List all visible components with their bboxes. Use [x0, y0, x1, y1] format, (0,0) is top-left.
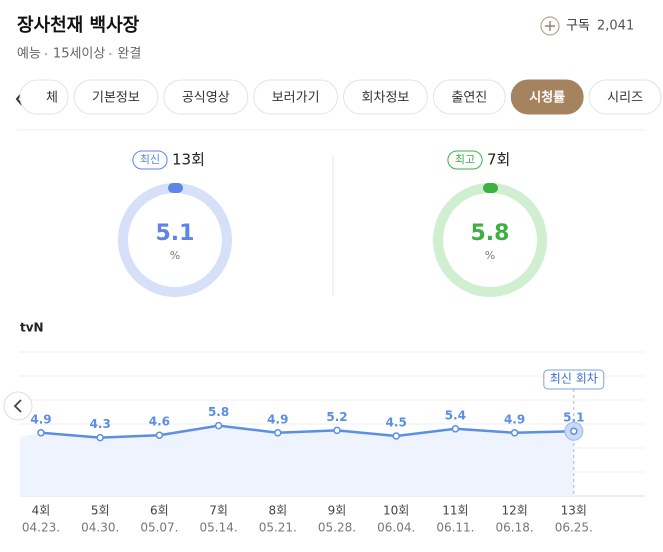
x-tick-label: 5회 — [91, 504, 110, 518]
annotation-box — [543, 369, 605, 390]
stat-unit: % — [485, 249, 495, 262]
point — [37, 429, 45, 437]
x-date-label: 04.30. — [81, 521, 119, 535]
show-title: 장사천재 백사장 — [17, 15, 140, 36]
chart-prev[interactable] — [3, 391, 33, 421]
tab-label[interactable]: 회차정보 — [362, 91, 410, 106]
value-label: 4.9 — [30, 412, 51, 426]
x-date-label: 05.14. — [200, 521, 238, 535]
meta-item: 완결 — [117, 47, 141, 62]
stat-episode: 13회 — [172, 151, 205, 169]
meta-dot — [109, 52, 112, 56]
x-date-label: 04.23. — [22, 521, 60, 535]
tab-label[interactable]: 시청률 — [529, 90, 565, 106]
value-label: 5.8 — [208, 405, 229, 419]
tab[interactable] — [73, 79, 159, 115]
x-tick-label: 6회 — [150, 504, 169, 518]
tab[interactable] — [432, 79, 506, 115]
point — [155, 431, 164, 439]
tab-label[interactable]: 기본정보 — [92, 91, 140, 106]
stat-badge-box — [132, 150, 168, 170]
point — [274, 429, 282, 437]
tab[interactable] — [253, 79, 339, 115]
stat-badge: 최고 — [455, 153, 475, 166]
x-date-label: 06.04. — [377, 521, 415, 535]
x-date-label: 06.25. — [555, 521, 593, 535]
meta-dot — [44, 52, 48, 56]
meta-item: 15세이상 — [53, 47, 105, 62]
x-date-label: 05.21. — [259, 521, 297, 535]
x-tick-label: 12회 — [501, 504, 527, 518]
point — [214, 421, 223, 430]
tab-label[interactable]: 보러가기 — [272, 91, 320, 106]
subscribe-count: 2,041 — [597, 19, 634, 34]
tab-active[interactable] — [510, 79, 584, 115]
x-tick-label: 8회 — [268, 504, 287, 518]
tab[interactable] — [163, 79, 249, 115]
x-tick-label: 7회 — [209, 504, 228, 518]
stat-badge-box — [447, 150, 483, 170]
tab[interactable] — [19, 79, 69, 115]
stat-episode: 7회 — [487, 151, 510, 169]
tab-label[interactable]: 체 — [46, 91, 58, 106]
point — [570, 427, 578, 435]
x-tick-label: 9회 — [328, 504, 347, 518]
chart-title: tvN — [20, 321, 44, 335]
x-date-label: 06.18. — [496, 521, 534, 535]
point — [451, 425, 460, 433]
x-date-label: 05.28. — [318, 521, 356, 535]
point — [333, 426, 341, 435]
point — [392, 432, 400, 440]
stat-value: 5.8 — [471, 221, 510, 246]
tab-label[interactable]: 공식영상 — [182, 91, 230, 106]
plus-icon — [545, 21, 555, 31]
x-date-label: 06.11. — [436, 521, 474, 535]
tab-label[interactable]: 출연진 — [451, 91, 487, 106]
tab[interactable] — [588, 79, 662, 115]
area — [20, 425, 574, 496]
meta-item: 예능 — [17, 47, 41, 62]
x-tick-label: 11회 — [442, 504, 468, 518]
tab[interactable] — [343, 79, 428, 115]
x-tick-label: 4회 — [32, 504, 51, 518]
point — [510, 429, 519, 437]
value-label: 4.9 — [267, 412, 288, 426]
chart-prev-icon[interactable] — [13, 399, 22, 413]
value-label: 4.3 — [90, 417, 111, 431]
value-label: 4.6 — [149, 415, 170, 429]
subscribe-label[interactable]: 구독 — [566, 19, 590, 34]
annotation: 최신 회차 — [550, 372, 598, 386]
value-label: 5.2 — [326, 410, 347, 424]
value-label: 4.5 — [386, 416, 407, 430]
value-label: 5.1 — [563, 411, 584, 425]
value-label: 5.4 — [445, 408, 466, 422]
subscribe-icon[interactable] — [540, 16, 560, 36]
x-tick-label: 13회 — [561, 504, 587, 518]
tab-label[interactable]: 시리즈 — [607, 91, 643, 106]
point — [96, 433, 104, 442]
x-tick-label: 10회 — [383, 504, 409, 518]
x-date-label: 05.07. — [140, 521, 178, 535]
line — [40, 424, 574, 439]
stat-badge: 최신 — [140, 153, 160, 166]
stat-value: 5.1 — [156, 221, 195, 246]
stat-unit: % — [170, 249, 180, 262]
value-label: 4.9 — [504, 412, 525, 426]
